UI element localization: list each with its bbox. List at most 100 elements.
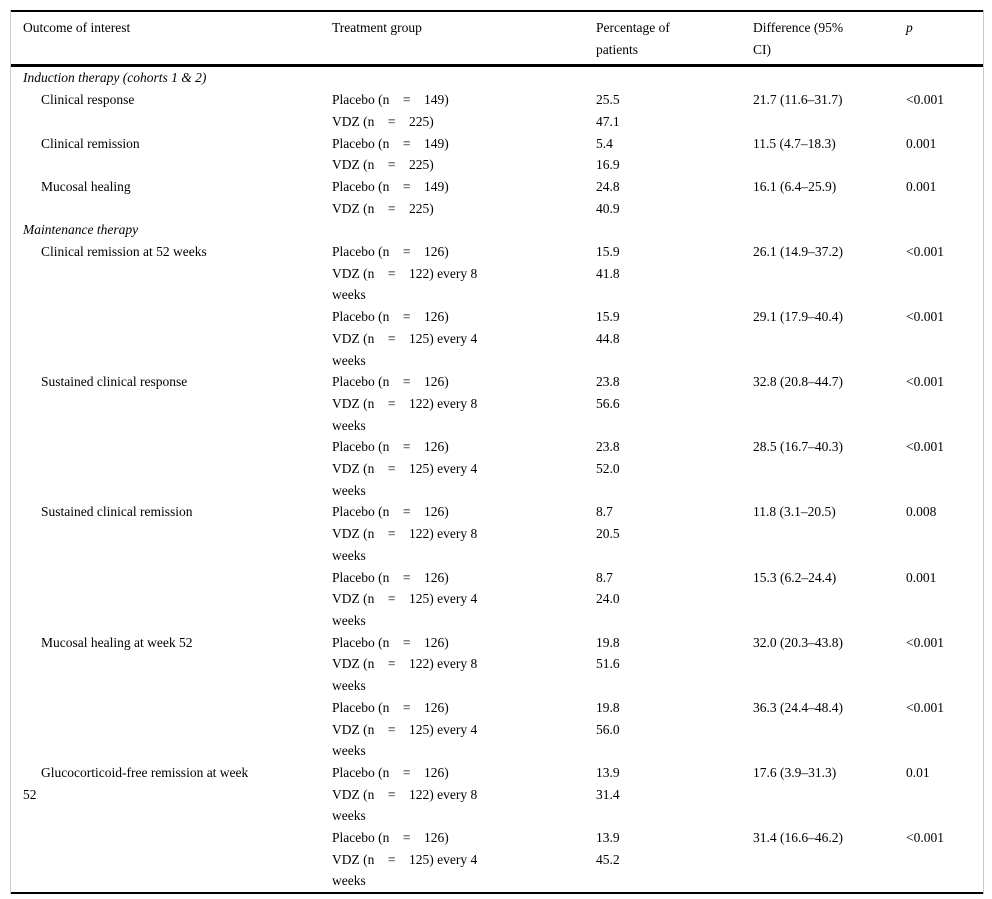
percentage-cell: 24.8: [596, 178, 620, 194]
difference-cell: [741, 458, 894, 501]
outcome-cell: Mucosal healing: [41, 178, 131, 194]
p-cell: <0.001: [906, 634, 944, 650]
treatment-cell: Placebo (n = 126): [332, 569, 449, 585]
difference-cell: [741, 719, 894, 762]
treatment-cell: VDZ (n = 225): [332, 113, 434, 129]
percentage-cell: 8.7: [596, 569, 613, 585]
header-p-value: p: [894, 11, 983, 68]
section-row: Induction therapy (cohorts 1 & 2): [11, 66, 983, 89]
difference-cell: 11.8 (3.1–20.5): [753, 504, 836, 520]
treatment-cell: VDZ (n = 125) every 4 weeks: [332, 721, 478, 759]
p-cell: [894, 458, 983, 501]
p-value-label: p: [906, 20, 913, 35]
percentage-cell: 45.2: [596, 851, 620, 867]
data-row: VDZ (n = 225) 47.1: [11, 111, 983, 133]
table-header: Outcome of interest Treatment group Perc…: [11, 11, 983, 68]
difference-cell: [741, 523, 894, 566]
treatment-cell: Placebo (n = 126): [332, 504, 449, 520]
treatment-cell: VDZ (n = 225): [332, 200, 434, 216]
percentage-cell: 16.9: [596, 157, 620, 173]
outcome-cell: Glucocorticoid-free remission at week 52: [23, 764, 249, 802]
p-cell: <0.001: [906, 830, 944, 846]
percentage-cell: 23.8: [596, 374, 620, 390]
section-title-text: Maintenance therapy: [23, 222, 139, 238]
percentage-cell: 8.7: [596, 504, 613, 520]
outcome-cell: Clinical response: [41, 92, 135, 108]
p-cell: <0.001: [906, 374, 944, 390]
treatment-cell: Placebo (n = 149): [332, 92, 449, 108]
treatment-cell: VDZ (n = 125) every 4 weeks: [332, 591, 478, 628]
percentage-cell: 40.9: [596, 200, 620, 216]
data-row: VDZ (n = 122) every 8 weeks 56.6: [11, 393, 983, 436]
data-row: VDZ (n = 125) every 4 weeks 45.2: [11, 849, 983, 893]
data-row: Sustained clinical response Placebo (n = …: [11, 371, 983, 393]
percentage-cell: 47.1: [596, 113, 620, 129]
difference-cell: [741, 393, 894, 436]
percentage-cell: 19.8: [596, 699, 620, 715]
section-title-cell: Induction therapy (cohorts 1 & 2): [11, 66, 983, 89]
difference-cell: 32.8 (20.8–44.7): [753, 374, 843, 390]
difference-cell: [741, 653, 894, 696]
data-row: VDZ (n = 125) every 4 weeks 56.0: [11, 719, 983, 762]
p-cell: <0.001: [906, 699, 944, 715]
p-cell: [894, 849, 983, 893]
difference-cell: [741, 588, 894, 631]
difference-cell: 21.7 (11.6–31.7): [753, 92, 843, 108]
difference-cell: 16.1 (6.4–25.9): [753, 178, 837, 194]
difference-cell: [741, 784, 894, 827]
treatment-cell: Placebo (n = 126): [332, 439, 449, 455]
percentage-cell: 13.9: [596, 764, 620, 780]
p-cell: <0.001: [906, 244, 944, 260]
percentage-cell: 56.0: [596, 721, 620, 737]
outcome-cell: Clinical remission at 52 weeks: [41, 244, 207, 260]
treatment-cell: Placebo (n = 126): [332, 309, 449, 325]
difference-cell: 28.5 (16.7–40.3): [753, 439, 843, 455]
percentage-cell: 31.4: [596, 786, 620, 802]
difference-cell: 31.4 (16.6–46.2): [753, 830, 843, 846]
difference-cell: [741, 263, 894, 306]
data-row: VDZ (n = 125) every 4 weeks 52.0: [11, 458, 983, 501]
treatment-cell: VDZ (n = 122) every 8 weeks: [332, 786, 478, 824]
percentage-cell: 5.4: [596, 135, 613, 151]
section-title-cell: Maintenance therapy: [11, 219, 983, 241]
p-cell: 0.001: [906, 178, 937, 194]
difference-cell: 29.1 (17.9–40.4): [753, 309, 843, 325]
p-cell: [894, 328, 983, 371]
treatment-cell: VDZ (n = 122) every 8 weeks: [332, 265, 478, 303]
p-cell: [894, 588, 983, 631]
treatment-cell: VDZ (n = 122) every 8 weeks: [332, 656, 478, 694]
p-cell: [894, 653, 983, 696]
treatment-cell: VDZ (n = 122) every 8 weeks: [332, 526, 478, 563]
data-row: Clinical response Placebo (n = 149) 25.5 21…: [11, 89, 983, 111]
treatment-cell: Placebo (n = 126): [332, 244, 449, 260]
p-cell: [894, 523, 983, 566]
p-cell: [894, 154, 983, 176]
outcome-cell: Sustained clinical remission: [41, 504, 193, 520]
table-body: Induction therapy (cohorts 1 & 2) Clinica…: [11, 66, 983, 893]
treatment-cell: VDZ (n = 122) every 8 weeks: [332, 395, 478, 433]
difference-cell: 26.1 (14.9–37.2): [753, 244, 843, 260]
difference-cell: [741, 328, 894, 371]
percentage-cell: 56.6: [596, 395, 620, 411]
section-title-text: Induction therapy (cohorts 1 & 2): [23, 70, 207, 86]
data-row: Placebo (n = 126) 19.8 36.3 (24.4–48.4) <0.…: [11, 697, 983, 719]
p-cell: [894, 784, 983, 827]
treatment-cell: VDZ (n = 125) every 4 weeks: [332, 461, 478, 498]
treatment-cell: Placebo (n = 149): [332, 178, 449, 194]
percentage-cell: 15.9: [596, 309, 620, 325]
percentage-cell: 13.9: [596, 830, 620, 846]
header-percentage-of-patients: Percentage of patients: [584, 11, 741, 68]
treatment-cell: Placebo (n = 126): [332, 699, 449, 715]
percentage-cell: 51.6: [596, 656, 620, 672]
percentage-cell: 41.8: [596, 265, 620, 281]
data-row: VDZ (n = 122) every 8 weeks 31.4: [11, 784, 983, 827]
percentage-cell: 19.8: [596, 634, 620, 650]
header-outcome-of-interest: Outcome of interest: [11, 11, 320, 68]
p-cell: 0.01: [906, 764, 930, 780]
difference-cell: [741, 198, 894, 220]
difference-cell: 17.6 (3.9–31.3): [753, 764, 837, 780]
difference-cell: [741, 849, 894, 893]
difference-cell: [741, 111, 894, 133]
data-row: Mucosal healing at week 52 Placebo (n = 1…: [11, 632, 983, 654]
difference-cell: 11.5 (4.7–18.3): [753, 135, 836, 151]
